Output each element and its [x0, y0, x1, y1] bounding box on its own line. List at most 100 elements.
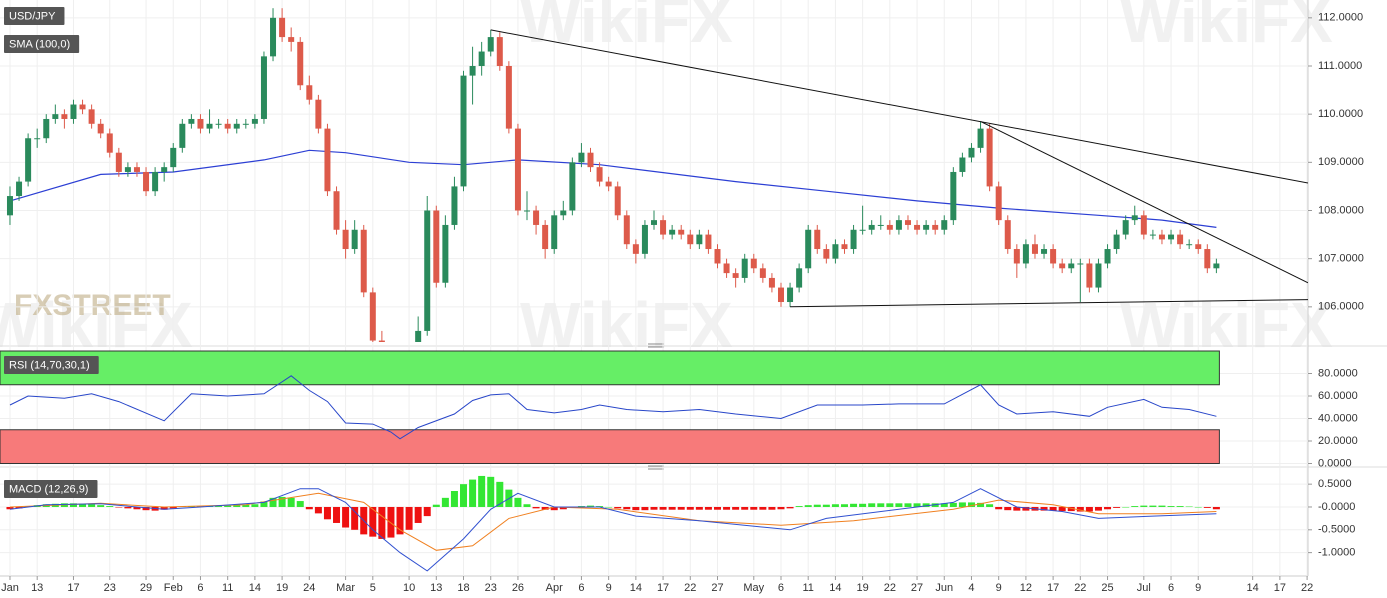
candle-body: [251, 118, 258, 124]
candle-body: [152, 171, 159, 192]
candle-body: [342, 229, 349, 250]
candle-body: [52, 114, 59, 119]
candle-body: [1095, 263, 1102, 288]
histogram-bar: [1058, 506, 1066, 512]
candle-body: [478, 51, 485, 66]
y-tick-label: 107.0000: [1318, 253, 1364, 265]
histogram-bar: [750, 506, 758, 510]
candle-body: [460, 75, 467, 187]
histogram-bar: [550, 506, 558, 511]
candle-body: [723, 263, 730, 274]
histogram-bar: [142, 506, 150, 511]
histogram-bar: [405, 506, 413, 530]
rsi-panel: [0, 350, 1308, 464]
histogram-bar: [323, 506, 331, 520]
histogram-bar: [1194, 506, 1202, 508]
candle-body: [25, 138, 32, 182]
y-tick-label: 108.0000: [1318, 204, 1364, 216]
histogram-bar: [541, 506, 549, 510]
candle-body: [1086, 263, 1093, 288]
candle-body: [1113, 234, 1120, 250]
y-tick-label: 40.0000: [1318, 412, 1358, 424]
candle-body: [6, 196, 13, 216]
x-tick-label: 6: [778, 582, 784, 594]
x-tick-label: 6: [197, 582, 203, 594]
histogram-bar: [895, 503, 903, 507]
candle-body: [351, 229, 358, 250]
candle-body: [805, 229, 812, 269]
candle-body: [850, 229, 857, 250]
candle-body: [895, 220, 902, 230]
candle-body: [115, 152, 122, 172]
x-tick-label: 22: [1074, 582, 1086, 594]
candle-body: [1122, 220, 1129, 235]
candle-body: [995, 186, 1002, 221]
candle-body: [705, 234, 712, 250]
candle-body: [1068, 263, 1075, 269]
candle-body: [1031, 244, 1038, 254]
histogram-bar: [777, 506, 785, 510]
watermark: WikiFX: [1120, 0, 1333, 56]
candle-body: [1013, 249, 1020, 264]
histogram-bar: [632, 506, 640, 511]
candle-body: [651, 220, 657, 225]
histogram-bar: [97, 505, 105, 507]
histogram-bar: [469, 479, 477, 507]
candle-body: [1168, 234, 1175, 240]
candle-body: [605, 181, 612, 187]
candle-body: [687, 234, 694, 245]
y-tick-label: 80.0000: [1318, 367, 1358, 379]
candle-body: [1004, 220, 1011, 250]
histogram-bar: [242, 504, 250, 507]
histogram-bar: [1185, 506, 1193, 508]
x-tick-label: 17: [657, 582, 669, 594]
candle-body: [124, 167, 131, 172]
x-tick-label: 25: [1101, 582, 1113, 594]
macd-panel: [0, 475, 1308, 572]
resize-handle[interactable]: [648, 343, 664, 348]
histogram-bar: [478, 475, 486, 507]
resize-handle[interactable]: [648, 465, 664, 470]
histogram-bar: [659, 506, 667, 510]
candle-body: [959, 157, 966, 172]
watermark: WikiFX: [520, 0, 733, 56]
candle-body: [832, 244, 839, 259]
histogram-bar: [977, 502, 985, 507]
histogram-bar: [1212, 506, 1220, 510]
histogram-bar: [1085, 506, 1093, 512]
candle-body: [968, 147, 975, 158]
candle-body: [796, 268, 803, 288]
candle-body: [170, 147, 177, 168]
histogram-bar: [287, 497, 295, 507]
candle-body: [333, 191, 340, 230]
histogram-bar: [850, 503, 858, 507]
legend-box: [4, 480, 98, 498]
x-tick-label: 14: [249, 582, 261, 594]
histogram-bar: [1140, 505, 1148, 507]
candle-body: [877, 224, 884, 226]
histogram-bar: [124, 506, 132, 509]
x-tick-label: 17: [1047, 582, 1059, 594]
x-tick-label: 12: [1020, 582, 1032, 594]
candle-body: [732, 273, 739, 278]
x-tick-label: 13: [430, 582, 442, 594]
legend-label: USD/JPY: [9, 10, 56, 22]
candle-body: [841, 244, 848, 250]
histogram-bar: [169, 506, 177, 509]
candle-body: [487, 37, 494, 52]
histogram-bar: [1149, 505, 1157, 507]
histogram-bar: [369, 506, 377, 537]
candle-body: [1195, 244, 1202, 250]
overbought-zone: [0, 350, 1220, 386]
x-tick-label: 14: [630, 582, 642, 594]
candle-body: [242, 123, 249, 125]
x-tick-label: 24: [303, 582, 315, 594]
y-tick-label: -0.5000: [1318, 524, 1355, 536]
x-tick-label: 5: [370, 582, 376, 594]
histogram-bar: [840, 504, 848, 507]
histogram-bar: [1076, 506, 1084, 512]
candle-body: [1186, 244, 1193, 246]
candle-body: [206, 123, 213, 129]
candle-body: [34, 138, 41, 140]
histogram-bar: [605, 506, 613, 508]
